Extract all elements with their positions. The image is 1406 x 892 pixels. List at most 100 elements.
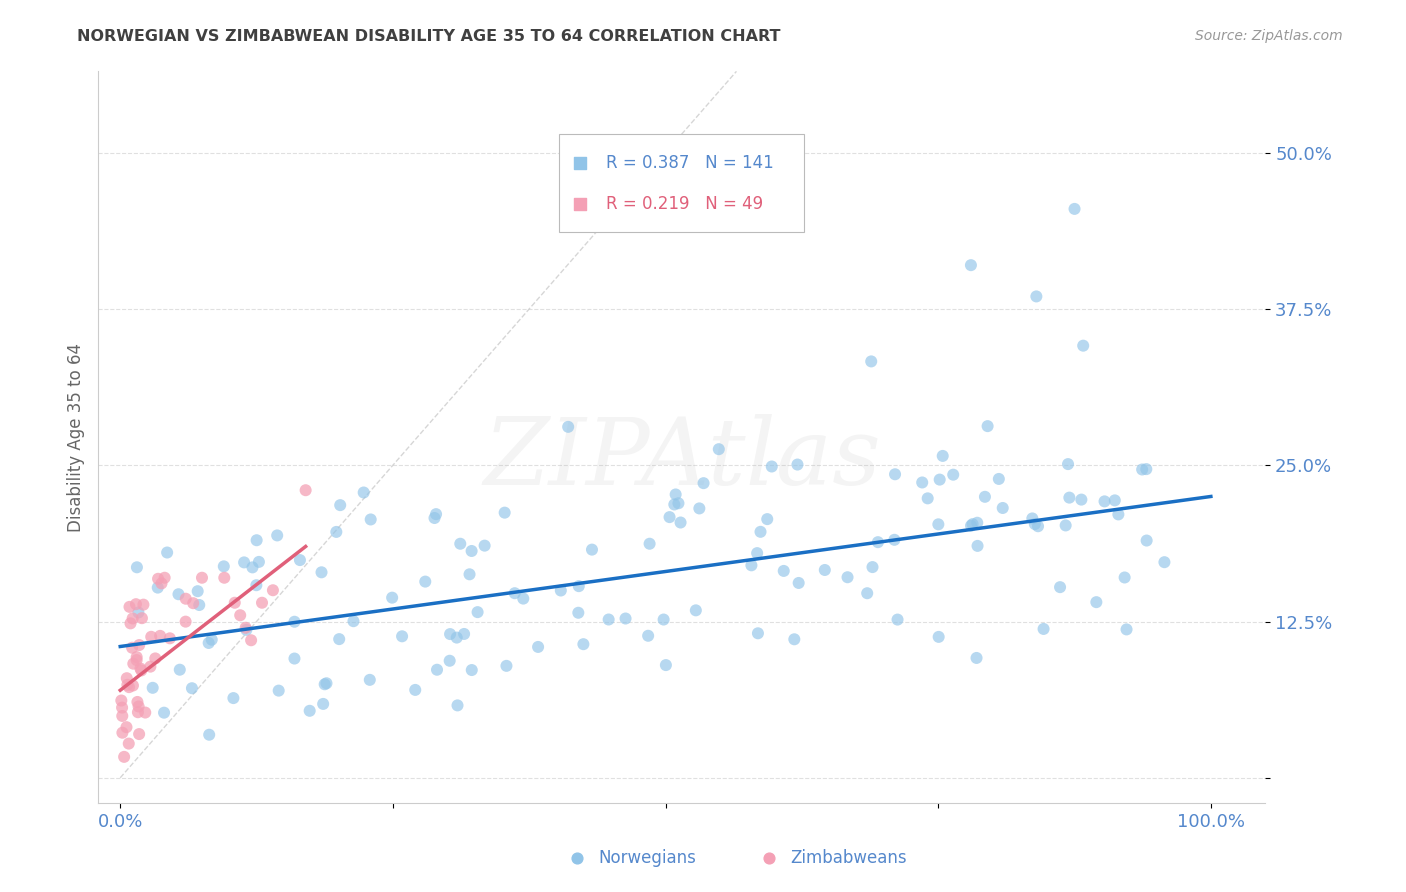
Point (423, 511, 446, 525)
Point (512, 591, 534, 606)
Point (1115, 623, 1137, 637)
Point (125, 650, 148, 665)
Point (247, 555, 270, 569)
Point (960, 258, 983, 272)
Point (883, 533, 905, 547)
Point (707, 442, 730, 457)
Point (229, 608, 252, 623)
Point (353, 485, 375, 500)
Point (141, 630, 163, 644)
Point (142, 681, 165, 695)
Point (1085, 595, 1108, 609)
Point (146, 572, 169, 586)
Point (146, 581, 169, 595)
Point (1070, 492, 1092, 507)
Point (132, 598, 155, 612)
Point (110, 693, 132, 707)
Point (115, 671, 138, 685)
Point (242, 560, 264, 574)
Point (125, 560, 148, 574)
Point (111, 725, 134, 739)
Point (637, 629, 659, 643)
Point (127, 695, 149, 709)
Point (772, 564, 794, 578)
Point (426, 663, 449, 677)
Point (315, 676, 337, 690)
Point (503, 586, 526, 600)
Point (987, 472, 1010, 486)
Point (328, 632, 350, 646)
Point (1136, 533, 1159, 548)
Point (174, 615, 197, 629)
Point (927, 517, 949, 532)
Point (756, 512, 779, 526)
Point (1063, 202, 1085, 216)
Point (359, 673, 381, 687)
Point (749, 524, 772, 539)
Point (449, 537, 471, 551)
Point (153, 706, 176, 720)
Point (976, 419, 998, 434)
Point (740, 558, 762, 573)
Point (381, 591, 404, 605)
Point (1026, 519, 1049, 533)
Point (962, 517, 984, 532)
Point (467, 605, 489, 619)
Point (329, 498, 352, 512)
Point (198, 728, 221, 742)
Point (122, 679, 145, 693)
Point (814, 563, 837, 577)
Point (460, 544, 482, 558)
Point (1059, 491, 1081, 505)
Point (1054, 518, 1077, 533)
Point (283, 651, 305, 665)
Point (149, 629, 172, 643)
Point (342, 614, 364, 628)
Point (1153, 555, 1175, 569)
Point (245, 578, 267, 592)
Point (250, 596, 273, 610)
Point (866, 535, 889, 549)
Text: R = 0.387   N = 141: R = 0.387 N = 141 (606, 153, 773, 172)
Point (1057, 457, 1080, 471)
Point (139, 659, 162, 673)
Point (1135, 462, 1157, 476)
Point (294, 483, 316, 498)
Point (1049, 580, 1071, 594)
Point (112, 750, 135, 764)
Point (572, 637, 595, 651)
Point (665, 487, 688, 501)
Text: NORWEGIAN VS ZIMBABWEAN DISABILITY AGE 35 TO 64 CORRELATION CHART: NORWEGIAN VS ZIMBABWEAN DISABILITY AGE 3… (77, 29, 780, 44)
Point (314, 677, 336, 691)
Point (404, 682, 426, 697)
Point (860, 354, 883, 368)
Point (262, 583, 284, 598)
Point (188, 598, 211, 612)
Point (283, 615, 305, 629)
Point (167, 587, 190, 601)
Point (474, 539, 496, 553)
Point (550, 583, 572, 598)
Point (685, 603, 707, 617)
Point (960, 518, 983, 533)
Point (557, 864, 579, 879)
Point (159, 632, 181, 646)
Point (311, 566, 333, 580)
Point (125, 597, 148, 611)
Point (658, 510, 681, 524)
Point (134, 706, 156, 720)
Point (1104, 493, 1126, 508)
Point (668, 496, 690, 510)
Point (458, 567, 481, 582)
Point (568, 579, 591, 593)
Point (118, 599, 141, 614)
Point (169, 663, 191, 677)
Point (121, 611, 143, 625)
Point (974, 490, 997, 504)
Point (120, 616, 142, 631)
Point (966, 516, 988, 530)
Point (267, 683, 290, 698)
Point (598, 613, 620, 627)
Point (115, 720, 138, 734)
Point (118, 737, 141, 751)
